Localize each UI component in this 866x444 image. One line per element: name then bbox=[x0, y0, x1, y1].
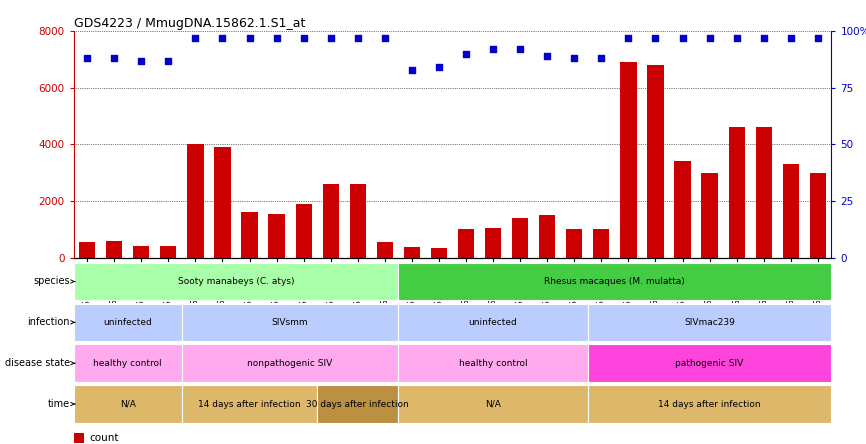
Point bbox=[216, 34, 229, 41]
Text: time: time bbox=[48, 399, 70, 409]
Bar bbox=[182, 385, 317, 423]
Bar bbox=[322, 184, 339, 258]
Text: healthy control: healthy control bbox=[459, 359, 527, 368]
Point bbox=[432, 64, 446, 71]
Text: infection: infection bbox=[28, 317, 70, 327]
Bar bbox=[350, 184, 365, 258]
Point bbox=[161, 57, 175, 64]
Bar bbox=[187, 144, 204, 258]
Bar bbox=[242, 212, 258, 258]
Text: 14 days after infection: 14 days after infection bbox=[658, 400, 761, 408]
Point bbox=[757, 34, 771, 41]
Point bbox=[594, 55, 608, 62]
Text: 14 days after infection: 14 days after infection bbox=[198, 400, 301, 408]
Point bbox=[622, 34, 636, 41]
Bar bbox=[728, 127, 745, 258]
Bar bbox=[430, 248, 447, 258]
Bar bbox=[485, 228, 501, 258]
Bar bbox=[566, 229, 582, 258]
Bar bbox=[588, 304, 831, 341]
Bar bbox=[182, 345, 398, 382]
Bar bbox=[588, 345, 831, 382]
Bar bbox=[295, 204, 312, 258]
Point bbox=[378, 34, 391, 41]
Point bbox=[649, 34, 662, 41]
Bar bbox=[74, 433, 84, 443]
Point bbox=[459, 50, 473, 57]
Bar bbox=[268, 214, 285, 258]
Bar bbox=[74, 263, 398, 300]
Point bbox=[324, 34, 338, 41]
Bar bbox=[810, 173, 826, 258]
Bar bbox=[74, 385, 182, 423]
Point bbox=[269, 34, 283, 41]
Point bbox=[675, 34, 689, 41]
Bar bbox=[588, 385, 831, 423]
Bar bbox=[215, 147, 230, 258]
Text: species: species bbox=[33, 277, 70, 286]
Text: healthy control: healthy control bbox=[94, 359, 162, 368]
Point bbox=[134, 57, 148, 64]
Bar bbox=[755, 127, 772, 258]
Text: N/A: N/A bbox=[120, 400, 136, 408]
Bar bbox=[620, 62, 637, 258]
Text: Rhesus macaques (M. mulatta): Rhesus macaques (M. mulatta) bbox=[545, 277, 685, 286]
Bar bbox=[377, 242, 393, 258]
Text: Sooty manabeys (C. atys): Sooty manabeys (C. atys) bbox=[178, 277, 294, 286]
Bar bbox=[539, 215, 555, 258]
Bar bbox=[512, 218, 528, 258]
Point bbox=[567, 55, 581, 62]
Text: count: count bbox=[89, 433, 119, 443]
Text: pathogenic SIV: pathogenic SIV bbox=[675, 359, 744, 368]
Bar bbox=[317, 385, 398, 423]
Point bbox=[189, 34, 203, 41]
Text: 30 days after infection: 30 days after infection bbox=[307, 400, 409, 408]
Bar bbox=[74, 304, 182, 341]
Text: uninfected: uninfected bbox=[103, 318, 152, 327]
Point bbox=[540, 52, 554, 59]
Bar bbox=[593, 229, 610, 258]
Text: nonpathogenic SIV: nonpathogenic SIV bbox=[248, 359, 333, 368]
Point bbox=[730, 34, 744, 41]
Point bbox=[784, 34, 798, 41]
Bar bbox=[648, 65, 663, 258]
Point bbox=[405, 66, 419, 73]
Bar bbox=[398, 263, 831, 300]
Point bbox=[514, 46, 527, 53]
Bar bbox=[404, 247, 420, 258]
Bar bbox=[398, 304, 588, 341]
Point bbox=[242, 34, 256, 41]
Bar bbox=[74, 345, 182, 382]
Bar bbox=[398, 345, 588, 382]
Text: SIVmac239: SIVmac239 bbox=[684, 318, 735, 327]
Text: GDS4223 / MmugDNA.15862.1.S1_at: GDS4223 / MmugDNA.15862.1.S1_at bbox=[74, 17, 305, 30]
Text: N/A: N/A bbox=[485, 400, 501, 408]
Bar bbox=[182, 304, 398, 341]
Point bbox=[297, 34, 311, 41]
Text: disease state: disease state bbox=[4, 358, 70, 368]
Text: SIVsmm: SIVsmm bbox=[272, 318, 308, 327]
Point bbox=[486, 46, 500, 53]
Bar bbox=[133, 246, 149, 258]
Bar bbox=[783, 164, 799, 258]
Bar bbox=[106, 242, 122, 258]
Point bbox=[81, 55, 94, 62]
Bar bbox=[398, 385, 588, 423]
Bar bbox=[79, 242, 95, 258]
Bar bbox=[160, 246, 177, 258]
Bar bbox=[458, 229, 475, 258]
Point bbox=[107, 55, 121, 62]
Point bbox=[702, 34, 716, 41]
Point bbox=[811, 34, 824, 41]
Bar bbox=[701, 173, 718, 258]
Point bbox=[351, 34, 365, 41]
Text: uninfected: uninfected bbox=[469, 318, 518, 327]
Bar bbox=[675, 161, 691, 258]
